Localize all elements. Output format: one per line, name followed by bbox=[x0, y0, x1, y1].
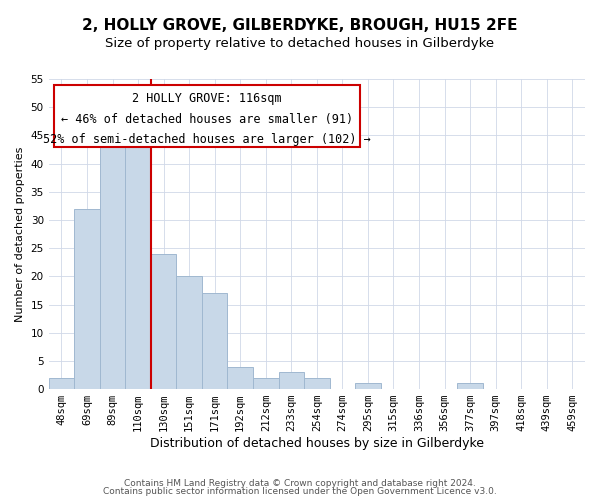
Text: 52% of semi-detached houses are larger (102) →: 52% of semi-detached houses are larger (… bbox=[43, 133, 371, 146]
Bar bbox=[100, 141, 125, 389]
X-axis label: Distribution of detached houses by size in Gilberdyke: Distribution of detached houses by size … bbox=[150, 437, 484, 450]
Bar bbox=[304, 378, 329, 389]
Y-axis label: Number of detached properties: Number of detached properties bbox=[15, 146, 25, 322]
Bar bbox=[253, 378, 278, 389]
Bar bbox=[49, 378, 74, 389]
Bar bbox=[278, 372, 304, 389]
Bar bbox=[457, 384, 483, 389]
Text: ← 46% of detached houses are smaller (91): ← 46% of detached houses are smaller (91… bbox=[61, 112, 353, 126]
Text: Contains public sector information licensed under the Open Government Licence v3: Contains public sector information licen… bbox=[103, 487, 497, 496]
Bar bbox=[151, 254, 176, 389]
Bar bbox=[202, 293, 227, 389]
Text: Contains HM Land Registry data © Crown copyright and database right 2024.: Contains HM Land Registry data © Crown c… bbox=[124, 478, 476, 488]
Text: Size of property relative to detached houses in Gilberdyke: Size of property relative to detached ho… bbox=[106, 38, 494, 51]
Text: 2 HOLLY GROVE: 116sqm: 2 HOLLY GROVE: 116sqm bbox=[132, 92, 281, 105]
Bar bbox=[176, 276, 202, 389]
Bar bbox=[125, 141, 151, 389]
Bar bbox=[74, 208, 100, 389]
FancyBboxPatch shape bbox=[54, 85, 360, 147]
Text: 2, HOLLY GROVE, GILBERDYKE, BROUGH, HU15 2FE: 2, HOLLY GROVE, GILBERDYKE, BROUGH, HU15… bbox=[82, 18, 518, 32]
Bar bbox=[227, 366, 253, 389]
Bar bbox=[355, 384, 380, 389]
